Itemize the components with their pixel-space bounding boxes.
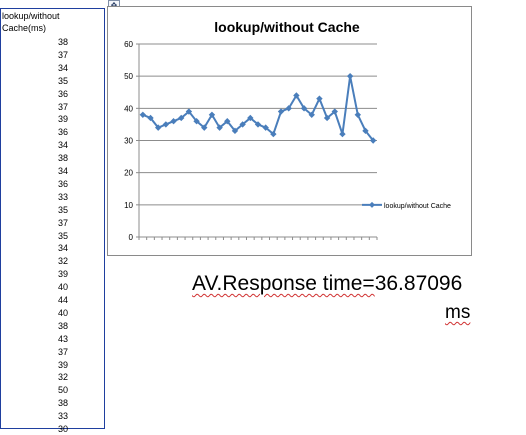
cell-value[interactable]: 35 [57, 230, 68, 241]
average-response-time: AV.Response time=36.87096 [192, 272, 462, 296]
cell-value[interactable]: 38 [57, 37, 68, 47]
data-point [300, 105, 308, 112]
data-point [262, 124, 269, 131]
cell-value[interactable]: 40 [57, 282, 68, 293]
y-tick-label: 60 [124, 40, 133, 49]
cell-value[interactable]: 33 [57, 191, 68, 202]
data-point [201, 124, 208, 131]
data-point [277, 108, 285, 115]
y-tick-label: 10 [124, 201, 133, 210]
average-unit: ms [445, 302, 470, 324]
y-tick-label: 0 [129, 233, 134, 242]
cell-value[interactable]: 39 [57, 269, 68, 280]
average-label: AV.Response time= [192, 272, 375, 295]
data-point [331, 108, 338, 115]
data-point [147, 114, 154, 122]
cell-value[interactable]: 40 [57, 307, 68, 318]
y-tick-label: 40 [124, 104, 133, 113]
data-point [162, 121, 170, 128]
y-tick-label: 50 [124, 72, 133, 81]
data-point [216, 124, 223, 131]
line-chart: lookup/without Cache 0 10 20 30 40 50 60 looku… [124, 19, 451, 242]
cell-value[interactable]: 38 [57, 398, 68, 409]
cell-value[interactable]: 44 [57, 295, 68, 305]
cell-value[interactable]: 34 [57, 166, 68, 176]
data-point [231, 127, 239, 135]
data-point [293, 92, 300, 99]
data-point [178, 114, 185, 122]
data-point [339, 130, 346, 138]
cell-value[interactable]: 32 [57, 256, 68, 267]
data-column[interactable]: lookup/without Cache(ms) 38 37 34 35 36 37 39 3… [0, 8, 105, 434]
cell-value[interactable]: 33 [57, 411, 68, 422]
y-tick-label: 20 [124, 169, 133, 178]
y-tick-label: 30 [124, 137, 133, 146]
cell-value[interactable]: 37 [57, 101, 68, 112]
chart-title: lookup/without Cache [214, 19, 360, 35]
data-point [369, 137, 377, 144]
cell-value[interactable]: 35 [57, 204, 68, 215]
cell-value[interactable]: 36 [57, 127, 68, 138]
cell-value[interactable]: 36 [57, 178, 68, 189]
cell-value[interactable]: 38 [57, 320, 68, 331]
data-point [270, 130, 277, 138]
data-point [185, 108, 193, 115]
cell-value[interactable]: 34 [57, 140, 68, 151]
data-point [154, 124, 162, 131]
cell-value[interactable]: 36 [57, 88, 68, 99]
cell-value[interactable]: 38 [57, 153, 68, 164]
data-point [362, 127, 369, 135]
chart-frame[interactable]: lookup/without Cache 0 10 20 30 40 50 60 looku… [107, 6, 472, 256]
legend-entry: lookup/without Cache [384, 203, 451, 210]
data-point [193, 118, 200, 125]
data-point [239, 121, 246, 128]
cell-value[interactable]: 30 [57, 424, 68, 434]
average-unit-label: ms [445, 302, 471, 323]
data-point [170, 118, 177, 125]
cell-value[interactable]: 34 [57, 62, 68, 73]
column-header[interactable]: lookup/without Cache(ms) [2, 11, 60, 33]
cell-value[interactable]: 37 [57, 217, 68, 228]
cell-value[interactable]: 39 [57, 359, 68, 370]
data-point [346, 72, 354, 80]
data-point [316, 95, 323, 102]
cell-value[interactable]: 37 [57, 346, 68, 357]
data-point [308, 111, 315, 118]
cell-value[interactable]: 43 [57, 333, 68, 344]
cell-value[interactable]: 34 [57, 243, 68, 254]
cell-value[interactable]: 32 [57, 372, 68, 383]
legend-marker [369, 201, 375, 208]
cell-value[interactable]: 39 [57, 114, 68, 125]
data-point [208, 111, 216, 118]
data-point [247, 114, 254, 122]
average-value: 36.87096 [374, 272, 463, 295]
cell-value[interactable]: 50 [57, 385, 68, 396]
data-point [139, 111, 147, 118]
data-point [354, 111, 362, 118]
cell-value[interactable]: 37 [57, 49, 68, 60]
data-point [224, 118, 231, 125]
data-point [285, 105, 292, 112]
cell-value[interactable]: 35 [57, 75, 68, 86]
